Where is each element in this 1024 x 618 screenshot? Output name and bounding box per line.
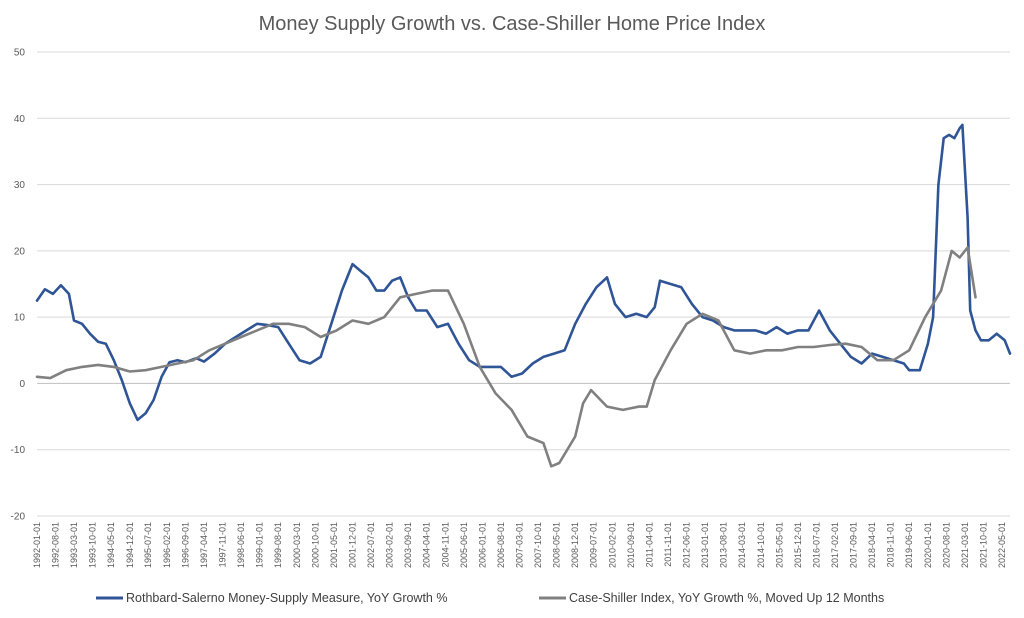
x-tick-label: 2011-11-01 <box>663 522 673 567</box>
x-tick-label: 2022-05-01 <box>997 522 1007 568</box>
x-tick-label: 2001-12-01 <box>348 522 358 568</box>
x-tick-label: 1994-12-01 <box>125 522 135 568</box>
x-tick-label: 1999-08-01 <box>273 522 283 568</box>
x-tick-label: 2006-01-01 <box>477 522 487 568</box>
x-tick-label: 2000-10-01 <box>310 522 320 568</box>
y-axis-tick-labels: 50 40 30 20 10 0 -10 -20 <box>11 48 26 523</box>
x-tick-label: 2013-08-01 <box>719 522 729 568</box>
x-tick-label: 2020-01-01 <box>923 522 933 568</box>
x-tick-label: 1997-04-01 <box>199 522 209 568</box>
x-tick-label: 1993-10-01 <box>88 522 98 568</box>
series-line-money-supply <box>35 123 1012 422</box>
x-tick-label: 2009-07-01 <box>589 522 599 568</box>
y-tick-label: -20 <box>11 512 26 523</box>
legend: Rothbard-Salerno Money-Supply Measure, Y… <box>96 591 884 605</box>
x-tick-label: 2008-05-01 <box>552 522 562 568</box>
x-tick-label: 2014-03-01 <box>737 522 747 568</box>
x-tick-label: 2004-04-01 <box>422 522 432 568</box>
x-tick-label: 2019-06-01 <box>904 522 914 568</box>
y-tick-label: 20 <box>14 246 26 257</box>
x-tick-label: 1999-01-01 <box>255 522 265 568</box>
x-tick-label: 2017-09-01 <box>849 522 859 568</box>
x-tick-label: 2010-09-01 <box>626 522 636 568</box>
x-tick-label: 2010-02-01 <box>607 522 617 568</box>
x-tick-label: 2021-10-01 <box>979 522 989 568</box>
legend-label-case-shiller: Case-Shiller Index, YoY Growth %, Moved … <box>569 591 884 605</box>
x-tick-label: 2017-02-01 <box>830 522 840 568</box>
x-tick-label: 2001-05-01 <box>329 522 339 568</box>
x-tick-label: 2005-06-01 <box>459 522 469 568</box>
y-tick-label: 0 <box>19 379 25 390</box>
y-tick-label: 30 <box>14 180 26 191</box>
x-tick-label: 1998-06-01 <box>236 522 246 568</box>
x-tick-label: 1996-02-01 <box>162 522 172 568</box>
series-line-case-shiller <box>35 246 977 468</box>
x-tick-label: 2003-09-01 <box>403 522 413 568</box>
x-tick-label: 2004-11-01 <box>440 522 450 567</box>
x-tick-label: 2007-10-01 <box>533 522 543 568</box>
chart-title: Money Supply Growth vs. Case-Shiller Hom… <box>259 13 766 35</box>
x-tick-label: 2011-04-01 <box>644 522 654 567</box>
x-tick-label: 2016-07-01 <box>811 522 821 568</box>
x-axis-tick-labels: 1992-01-01 1992-08-01 1993-03-01 1993-10-01… <box>32 522 1007 568</box>
x-tick-label: 1995-07-01 <box>143 522 153 568</box>
x-tick-label: 1992-08-01 <box>51 522 61 568</box>
x-tick-label: 2007-03-01 <box>514 522 524 568</box>
y-tick-label: 50 <box>14 48 26 59</box>
series-lines <box>35 123 1012 468</box>
x-tick-label: 2000-03-01 <box>292 522 302 568</box>
y-tick-label: 10 <box>14 313 26 324</box>
x-tick-label: 2015-12-01 <box>793 522 803 568</box>
x-tick-label: 1996-09-01 <box>181 522 191 568</box>
x-tick-label: 2021-03-01 <box>960 522 970 568</box>
x-tick-label: 2006-08-01 <box>496 522 506 568</box>
y-tick-label: -10 <box>11 445 26 456</box>
x-tick-label: 1994-05-01 <box>106 522 116 568</box>
x-tick-label: 1992-01-01 <box>32 522 42 568</box>
x-tick-label: 2012-06-01 <box>682 522 692 568</box>
x-tick-label: 1993-03-01 <box>69 522 79 568</box>
x-tick-label: 2020-08-01 <box>941 522 951 568</box>
x-tick-label: 2015-05-01 <box>774 522 784 568</box>
legend-label-money-supply: Rothbard-Salerno Money-Supply Measure, Y… <box>126 591 447 605</box>
x-tick-label: 1997-11-01 <box>218 522 228 567</box>
x-tick-label: 2018-11-01 <box>886 522 896 567</box>
x-tick-label: 2014-10-01 <box>756 522 766 568</box>
y-tick-label: 40 <box>14 114 26 125</box>
gridlines <box>37 51 1010 517</box>
x-tick-label: 2018-04-01 <box>867 522 877 568</box>
x-tick-label: 2002-07-01 <box>366 522 376 568</box>
x-tick-label: 2013-01-01 <box>700 522 710 568</box>
x-tick-label: 2008-12-01 <box>570 522 580 568</box>
x-tick-label: 2003-02-01 <box>385 522 395 568</box>
